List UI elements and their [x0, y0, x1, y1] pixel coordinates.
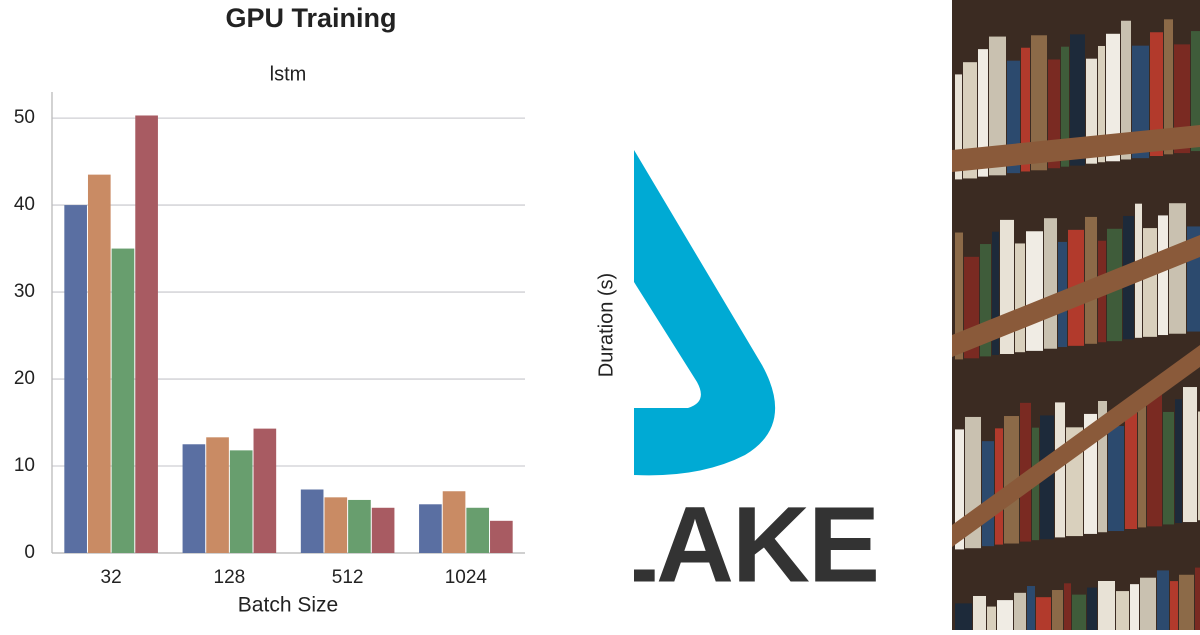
plot: 0 10 20 30 40 50 32 128 512 1024 — [14, 92, 525, 588]
book — [1055, 402, 1065, 538]
bar — [300, 489, 324, 553]
book — [1121, 20, 1131, 160]
book — [1147, 387, 1162, 527]
y-tick-label: 20 — [14, 368, 35, 389]
book — [973, 595, 986, 630]
book — [1169, 203, 1186, 334]
book — [1163, 411, 1174, 525]
x-axis-title: Batch Size — [238, 594, 338, 617]
bookshelf-photo — [952, 0, 1200, 630]
book — [1174, 44, 1190, 154]
logo-mark — [634, 150, 776, 476]
chart-title: GPU Training — [225, 3, 396, 33]
book — [992, 231, 999, 355]
y-tick-label: 30 — [14, 281, 35, 302]
x-tick-label: 128 — [214, 567, 246, 588]
book — [1027, 586, 1035, 630]
book — [1061, 46, 1069, 167]
bar — [324, 497, 348, 553]
bar — [253, 428, 277, 553]
bar — [371, 507, 395, 553]
bar — [229, 450, 253, 553]
bar — [442, 491, 466, 553]
book — [1132, 45, 1149, 159]
book — [1158, 215, 1168, 336]
book — [1140, 577, 1156, 630]
book — [955, 232, 963, 360]
book — [1130, 584, 1139, 630]
bar — [182, 444, 206, 553]
bar — [64, 205, 87, 553]
book — [1143, 228, 1157, 337]
book — [1175, 399, 1182, 523]
bar — [419, 504, 442, 553]
book — [1098, 400, 1107, 533]
book — [982, 441, 994, 547]
book — [1031, 35, 1047, 171]
book — [1098, 580, 1115, 630]
book — [1191, 31, 1200, 152]
x-tick-label: 32 — [101, 567, 122, 588]
logo: LAKE — [592, 0, 952, 630]
shelf — [952, 345, 1200, 547]
book — [1108, 426, 1124, 532]
bar — [111, 248, 135, 553]
book — [1125, 412, 1137, 529]
book — [955, 603, 972, 630]
book — [1072, 594, 1086, 630]
book — [1036, 597, 1051, 630]
shelf — [952, 125, 1200, 172]
book — [1004, 416, 1019, 544]
book — [955, 429, 964, 550]
book — [1014, 592, 1026, 630]
book — [1021, 47, 1030, 172]
book — [1098, 45, 1105, 163]
y-tick-label: 0 — [24, 542, 35, 563]
bar — [206, 437, 229, 553]
book — [989, 36, 1006, 176]
book — [978, 49, 988, 177]
book — [1116, 591, 1129, 630]
book — [1026, 231, 1043, 351]
book — [987, 606, 996, 630]
book — [1064, 583, 1071, 630]
bar — [348, 499, 371, 553]
book — [955, 74, 962, 180]
logo-text: LAKE — [592, 484, 878, 605]
book — [1138, 399, 1146, 528]
shelf — [952, 235, 1200, 357]
chart-subtitle: lstm — [270, 63, 307, 85]
second-y-axis-title: Duration (s) — [595, 273, 617, 377]
x-tick-label: 1024 — [445, 567, 488, 588]
book — [1015, 243, 1025, 353]
book — [980, 244, 991, 357]
book — [1106, 33, 1120, 162]
book — [1052, 590, 1063, 630]
book — [995, 428, 1003, 545]
book — [1157, 570, 1169, 630]
book — [1195, 567, 1200, 630]
book — [1044, 218, 1057, 349]
book — [1150, 32, 1163, 156]
y-tick-label: 40 — [14, 194, 35, 215]
book — [1198, 411, 1200, 521]
book — [1164, 19, 1173, 155]
book — [1179, 574, 1194, 630]
book — [1086, 58, 1097, 164]
book — [997, 600, 1013, 630]
bar — [135, 115, 158, 553]
book — [1183, 387, 1197, 523]
book — [1170, 581, 1178, 630]
book — [1070, 34, 1085, 166]
bar — [87, 174, 111, 553]
bar — [466, 507, 490, 553]
y-tick-label: 10 — [14, 455, 35, 476]
y-tick-label: 50 — [14, 107, 35, 128]
bar — [490, 520, 513, 553]
x-tick-label: 512 — [332, 567, 364, 588]
book — [1087, 587, 1097, 630]
